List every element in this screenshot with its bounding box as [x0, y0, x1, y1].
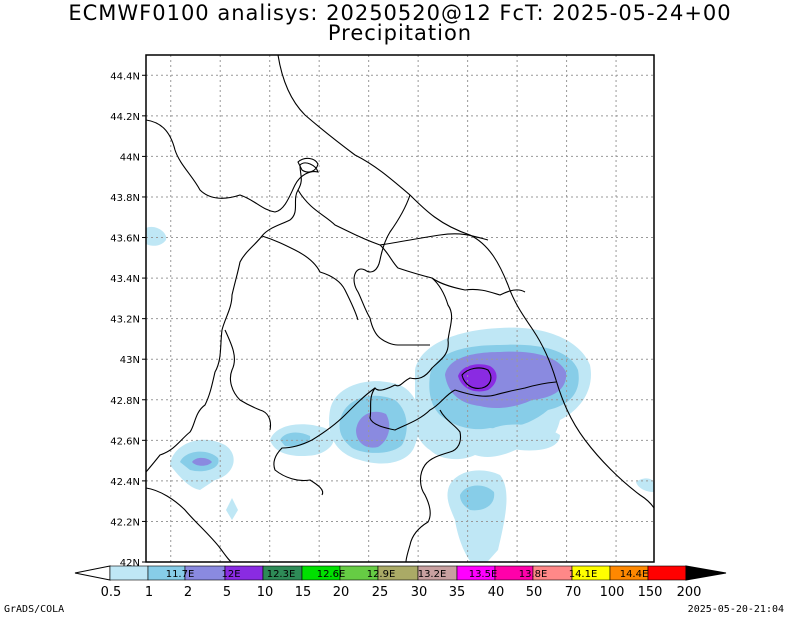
lat-tick-label: 43.8N: [110, 193, 140, 204]
colorbar-swatch: [109, 565, 149, 581]
precip-area-central-core: [356, 411, 390, 448]
colorbar-label: 15: [295, 585, 312, 600]
lon-tick-label: 12.6E: [317, 569, 346, 580]
lat-tick-label: 42N: [120, 558, 140, 569]
lon-tick-label: 13.2E: [418, 569, 447, 580]
lake-trasimeno: [297, 157, 319, 173]
colorbar-label: 40: [488, 585, 505, 600]
province-border-2: [431, 277, 526, 296]
precip-area-edge: [146, 226, 167, 246]
graticule: [146, 55, 654, 562]
colorbar-label: 10: [257, 585, 274, 600]
region-border-marche: [353, 194, 430, 346]
colorbar-label: 200: [677, 585, 702, 600]
province-border-4: [405, 409, 462, 562]
colorbar-label: 5: [223, 585, 231, 600]
province-border-5: [273, 387, 376, 496]
lat-tick-label: 42.6N: [110, 436, 140, 447]
footer-timestamp: 2025-05-20-21:04: [687, 604, 784, 615]
precip-speck: [226, 498, 238, 520]
map-title: ECMWF0100 analisys: 20250520@12 FcT: 202…: [68, 1, 732, 25]
coastline-south: [146, 487, 233, 562]
lat-tick-label: 43.2N: [110, 315, 140, 326]
lon-tick-label: 12.9E: [367, 569, 396, 580]
province-border-1: [379, 233, 489, 246]
colorbar-label: 100: [600, 585, 625, 600]
precip-area-tail-2: [490, 424, 560, 451]
colorbar-over-arrow: [685, 565, 727, 581]
footer-software: GrADS/COLA: [4, 604, 65, 615]
colorbar-under-arrow: [74, 565, 111, 581]
precipitation-field: [146, 226, 654, 562]
colorbar-label: 1: [145, 585, 153, 600]
lat-tick-label: 42.8N: [110, 396, 140, 407]
precip-area-coast: [636, 478, 654, 492]
coastline: [277, 55, 654, 509]
precip-area-tail: [447, 470, 507, 562]
lat-tick-label: 44.2N: [110, 112, 140, 123]
lat-tick-label: 44.4N: [110, 71, 140, 82]
colorbar-label: 70: [565, 585, 582, 600]
map-frame: [145, 54, 655, 563]
province-border-7: [261, 235, 359, 321]
colorbar-label: 50: [526, 585, 543, 600]
latitude-axis: 42N 42.2N 42.4N 42.6N 42.8N 43N 43.2N 43.4N 43.6…: [110, 71, 146, 569]
colorbar-label: 35: [449, 585, 466, 600]
map-subtitle: Precipitation: [327, 21, 473, 45]
precip-area-small-core: [280, 432, 311, 447]
lon-tick-label: 12E: [221, 569, 240, 580]
region-border-umbria: [297, 189, 456, 431]
colorbar-label: 20: [333, 585, 350, 600]
lon-tick-label: 14.1E: [569, 569, 598, 580]
colorbar-label: 2: [184, 585, 192, 600]
colorbar-label: 0.5: [101, 585, 122, 600]
precip-area-tail-core: [460, 485, 495, 511]
colorbar-label: 30: [411, 585, 428, 600]
lon-tick-label: 12.3E: [267, 569, 296, 580]
region-border-inland: [146, 164, 302, 473]
colorbar-label: 150: [638, 585, 663, 600]
region-border: [146, 119, 319, 213]
lat-tick-label: 42.2N: [110, 517, 140, 528]
lon-tick-label: 14.4E: [620, 569, 649, 580]
lake-border: [461, 367, 492, 389]
boundaries: [146, 55, 654, 562]
lat-tick-label: 43.6N: [110, 234, 140, 245]
lat-tick-label: 43N: [120, 355, 140, 366]
province-border-6: [224, 329, 272, 431]
lat-tick-label: 44N: [120, 152, 140, 163]
province-border-3: [454, 381, 557, 397]
lat-tick-label: 43.4N: [110, 274, 140, 285]
colorbar-swatch: [647, 565, 687, 581]
lon-tick-label: 13.5E: [469, 569, 498, 580]
colorbar-label: 25: [372, 585, 389, 600]
lon-tick-label: 13.8E: [519, 569, 548, 580]
lon-tick-label: 11.7E: [166, 569, 195, 580]
precip-area-west-peak: [192, 457, 212, 466]
lat-tick-label: 42.4N: [110, 477, 140, 488]
